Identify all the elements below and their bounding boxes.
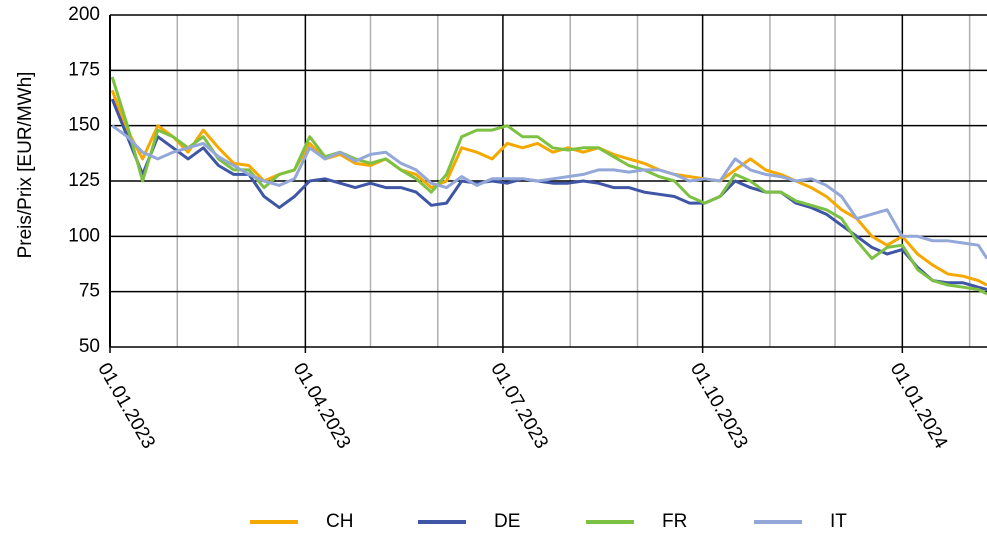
legend-label: IT [830,511,847,532]
y-tick-label: 200 [68,4,100,25]
y-tick-label: 175 [68,59,100,80]
legend-label: FR [662,511,687,532]
legend-label: CH [326,511,353,532]
line-series [110,98,987,291]
x-tick-label: 01.04.2023 [289,360,355,453]
line-series [110,76,987,296]
y-tick-label: 100 [68,225,100,246]
y-tick-label: 150 [68,115,100,136]
y-tick-label: 75 [79,281,100,302]
y-tick-label: 125 [68,170,100,191]
y-tick-label: 50 [79,336,100,357]
x-tick-label: 01.10.2023 [686,360,752,453]
x-tick-label: 01.07.2023 [486,360,552,453]
x-tick-label: 01.01.2023 [93,360,159,453]
line-series [111,124,987,260]
x-tick-label: 01.01.2024 [886,360,952,453]
legend-label: DE [494,511,520,532]
line-series [110,89,987,287]
y-axis-label: Preis/Prix [EUR/MWh] [15,72,36,259]
